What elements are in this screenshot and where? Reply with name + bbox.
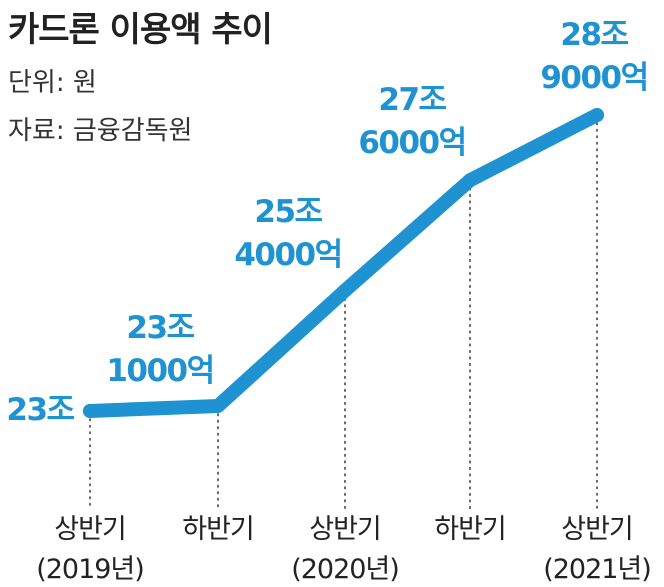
data-label-4-line-0: 28조 [560,17,628,53]
x-tick-label-2-line-1: (2020년) [291,554,399,585]
data-label-3-line-1: 6000억 [358,125,465,161]
x-tick-label-3-line-0: 하반기 [434,514,506,545]
data-point-4 [590,108,604,122]
x-tick-label-0-line-0: 상반기 [54,514,126,545]
data-point-1 [211,398,225,413]
data-label-4-line-1: 9000억 [540,60,647,96]
data-point-0 [83,404,97,418]
source-note: 자료: 금융감독원 [8,116,193,146]
data-label-1-line-1: 1000억 [106,353,213,389]
data-point-3 [463,173,477,188]
data-label-2-line-0: 25조 [254,194,322,230]
chart-title: 카드론 이용액 추이 [8,10,273,50]
unit-note: 단위: 원 [8,68,97,98]
data-label-0-line-0: 23조 [6,392,74,428]
x-tick-label-2-line-0: 상반기 [309,514,381,545]
data-label-3-line-0: 27조 [378,82,446,118]
data-label-2-line-1: 4000억 [234,237,341,273]
x-tick-label-1-line-0: 하반기 [182,514,254,545]
data-label-1-line-0: 23조 [126,310,194,346]
x-tick-label-4-line-1: (2021년) [543,554,651,585]
data-point-2 [338,283,352,298]
x-tick-label-4-line-0: 상반기 [561,514,633,545]
x-tick-label-0-line-1: (2019년) [36,554,144,585]
